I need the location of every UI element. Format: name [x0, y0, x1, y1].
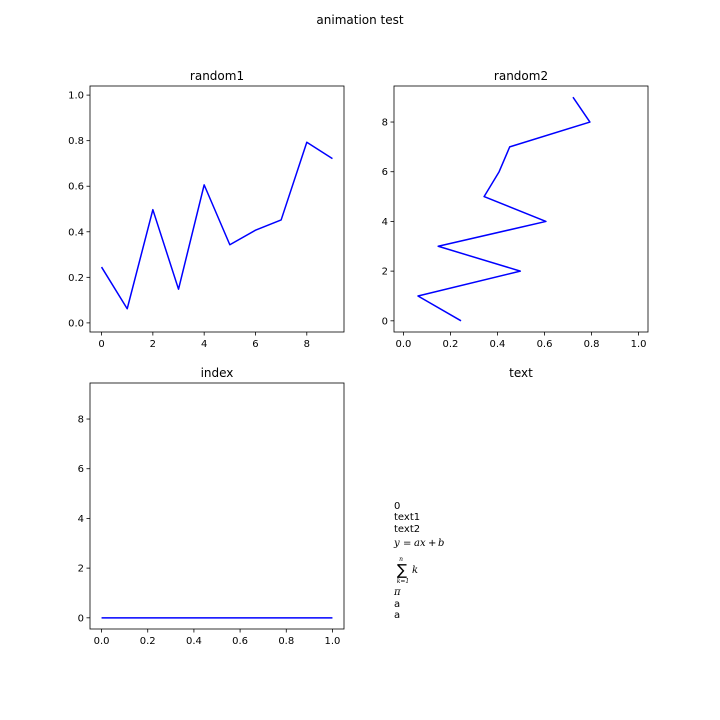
- text-line: text2: [394, 524, 420, 535]
- y-tick-label: 1.0: [68, 91, 84, 102]
- x-tick-label: 1.0: [631, 339, 647, 350]
- y-tick-label: 8: [382, 118, 388, 129]
- y-tick-label: 0: [78, 613, 84, 624]
- y-tick-label: 0.6: [68, 182, 84, 193]
- subplot-random1: random1 0 2 4 6 8 0.0 0.2 0.4 0.6 0.8 1.0: [68, 69, 345, 350]
- math-plus: +: [428, 538, 436, 549]
- text-math-sum: n ∑ k=1 k: [397, 556, 418, 585]
- y-tick-label: 4: [78, 514, 84, 525]
- math-equals: =: [403, 538, 411, 549]
- x-tick-label: 4: [201, 339, 207, 350]
- subplot-index: index 0.0 0.2 0.4 0.6 0.8 1.0 0 2 4 6 8: [78, 366, 345, 647]
- x-tick-label: 0.6: [232, 636, 248, 647]
- x-tick-label: 0.6: [537, 339, 553, 350]
- text-line: π: [393, 587, 401, 598]
- subplot-random2: random2 0.0 0.2 0.4 0.6 0.8 1.0 0 2 4 6 8: [382, 69, 649, 350]
- x-tick-label: 2: [150, 339, 156, 350]
- subplot-title: index: [201, 366, 234, 380]
- axes-frame: [393, 85, 649, 333]
- y-tick-label: 8: [78, 415, 84, 426]
- sum-body: k: [412, 565, 418, 576]
- math-a: a: [414, 538, 420, 549]
- figure-suptitle: animation test: [316, 13, 403, 27]
- x-tick-label: 0.8: [584, 339, 600, 350]
- sum-symbol: ∑: [397, 561, 407, 579]
- y-tick-label: 0.0: [68, 318, 84, 329]
- y-tick-label: 4: [382, 217, 388, 228]
- y-tick-label: 6: [78, 464, 84, 475]
- x-tick-label: 6: [252, 339, 258, 350]
- math-x: x: [420, 538, 426, 549]
- subplot-text: text 0 text1 text2 y = a x + b n ∑ k=1 k…: [393, 366, 533, 621]
- x-tick-label: 0.0: [94, 636, 110, 647]
- math-y: y: [393, 538, 400, 549]
- y-tick-label: 0: [382, 316, 388, 327]
- x-tick-label: 1.0: [325, 636, 341, 647]
- x-tick-label: 0.2: [442, 339, 458, 350]
- sum-lower-limit: k=1: [397, 578, 409, 585]
- subplot-title: text: [509, 366, 533, 380]
- series-line: [100, 141, 333, 310]
- y-tick-label: 0.2: [68, 273, 84, 284]
- subplot-title: random2: [494, 69, 548, 83]
- x-tick-label: 0: [98, 339, 104, 350]
- y-tick-label: 2: [78, 564, 84, 575]
- x-tick-label: 0.4: [186, 636, 202, 647]
- x-tick-label: 0.4: [490, 339, 506, 350]
- x-tick-label: 0.8: [278, 636, 294, 647]
- subplot-title: random1: [190, 69, 244, 83]
- y-tick-label: 0.4: [68, 227, 84, 238]
- x-tick-label: 8: [304, 339, 310, 350]
- x-tick-label: 0.0: [395, 339, 411, 350]
- y-tick-label: 2: [382, 267, 388, 278]
- text-line: a: [394, 610, 400, 621]
- axes-frame: [89, 382, 345, 630]
- text-math-equation: y = a x + b: [393, 538, 444, 549]
- y-tick-label: 6: [382, 167, 388, 178]
- axes-frame: [89, 85, 345, 333]
- text-line: text1: [394, 512, 420, 523]
- x-tick-label: 0.2: [140, 636, 156, 647]
- text-line: a: [394, 599, 400, 610]
- series-line: [417, 96, 591, 322]
- text-line: 0: [394, 501, 400, 512]
- y-tick-label: 0.8: [68, 136, 84, 147]
- sum-upper-limit: n: [399, 556, 403, 563]
- math-b: b: [438, 538, 444, 549]
